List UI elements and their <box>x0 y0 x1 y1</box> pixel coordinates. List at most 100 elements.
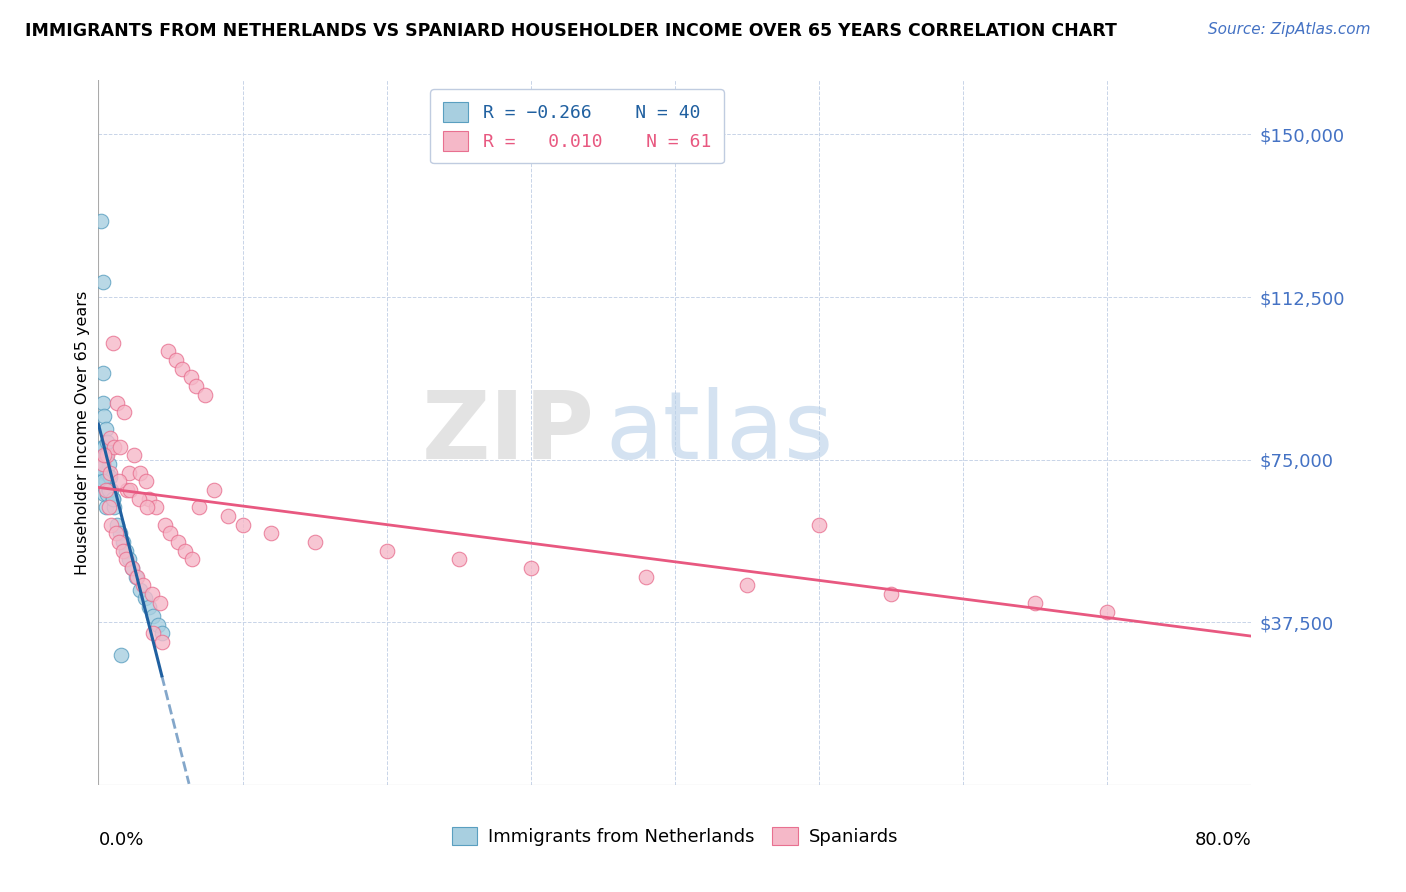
Point <box>100 483 122 497</box>
Point <box>150 626 173 640</box>
Point <box>447 552 470 566</box>
Point <box>108 440 131 454</box>
Text: 0.0%: 0.0% <box>98 830 143 849</box>
Point <box>112 405 135 419</box>
Point <box>90 214 112 228</box>
Point <box>91 457 114 471</box>
Point <box>124 449 146 463</box>
Point <box>636 570 658 584</box>
Point <box>129 466 152 480</box>
Point <box>98 466 121 480</box>
Point <box>142 626 165 640</box>
Point <box>91 275 114 289</box>
Point <box>94 475 117 489</box>
Point <box>97 483 120 497</box>
Point <box>156 344 179 359</box>
Point <box>135 475 157 489</box>
Point <box>103 500 125 515</box>
Point <box>101 491 124 506</box>
Point <box>98 431 121 445</box>
Point <box>132 578 155 592</box>
Point <box>127 570 149 584</box>
Point <box>149 596 172 610</box>
Point <box>91 475 114 489</box>
Point <box>188 500 211 515</box>
Point <box>97 500 120 515</box>
Point <box>96 449 118 463</box>
Text: ZIP: ZIP <box>422 386 595 479</box>
Point <box>375 543 398 558</box>
Point <box>104 526 127 541</box>
Point <box>165 353 187 368</box>
Text: Source: ZipAtlas.com: Source: ZipAtlas.com <box>1208 22 1371 37</box>
Point <box>186 379 208 393</box>
Point <box>94 422 117 436</box>
Point <box>120 483 142 497</box>
Point <box>520 561 543 575</box>
Point <box>181 552 204 566</box>
Point <box>97 483 120 497</box>
Point <box>194 387 217 401</box>
Point <box>94 483 117 497</box>
Point <box>735 578 758 592</box>
Point <box>118 466 141 480</box>
Point <box>134 591 156 606</box>
Point <box>94 500 117 515</box>
Point <box>166 535 188 549</box>
Point <box>231 517 254 532</box>
Point <box>103 440 125 454</box>
Text: 80.0%: 80.0% <box>1195 830 1251 849</box>
Point <box>105 517 128 532</box>
Point <box>96 487 118 501</box>
Point <box>93 409 115 424</box>
Point <box>90 461 112 475</box>
Point <box>117 483 139 497</box>
Point <box>98 470 121 484</box>
Point <box>97 457 120 471</box>
Point <box>121 561 143 575</box>
Point <box>142 608 165 623</box>
Point <box>114 543 136 558</box>
Text: atlas: atlas <box>606 386 834 479</box>
Point <box>180 370 202 384</box>
Point <box>107 535 129 549</box>
Point <box>105 396 128 410</box>
Point <box>108 526 131 541</box>
Point <box>94 449 117 463</box>
Point <box>91 440 114 454</box>
Point <box>101 335 124 350</box>
Point <box>146 617 169 632</box>
Point <box>121 561 143 575</box>
Point <box>91 396 114 410</box>
Point <box>93 487 115 501</box>
Point <box>110 648 132 662</box>
Point <box>217 509 239 524</box>
Point <box>111 535 134 549</box>
Point <box>141 587 163 601</box>
Point <box>101 491 124 506</box>
Point <box>111 543 134 558</box>
Point <box>96 466 118 480</box>
Point <box>808 517 831 532</box>
Point <box>1024 596 1046 610</box>
Point <box>202 483 225 497</box>
Legend: Immigrants from Netherlands, Spaniards: Immigrants from Netherlands, Spaniards <box>444 820 905 854</box>
Point <box>138 600 160 615</box>
Point <box>880 587 903 601</box>
Y-axis label: Householder Income Over 65 years: Householder Income Over 65 years <box>75 291 90 574</box>
Point <box>125 570 148 584</box>
Point <box>93 440 115 454</box>
Point <box>91 366 114 380</box>
Point <box>93 466 115 480</box>
Point <box>138 491 160 506</box>
Point <box>153 517 176 532</box>
Text: IMMIGRANTS FROM NETHERLANDS VS SPANIARD HOUSEHOLDER INCOME OVER 65 YEARS CORRELA: IMMIGRANTS FROM NETHERLANDS VS SPANIARD … <box>25 22 1118 40</box>
Point <box>150 635 173 649</box>
Point <box>1097 605 1119 619</box>
Point <box>304 535 326 549</box>
Point <box>136 500 159 515</box>
Point <box>114 552 136 566</box>
Point <box>128 491 150 506</box>
Point <box>145 500 167 515</box>
Point <box>100 517 122 532</box>
